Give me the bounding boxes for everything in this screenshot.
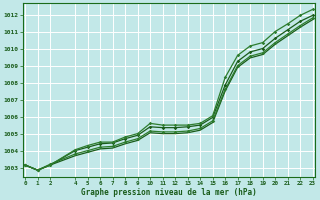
X-axis label: Graphe pression niveau de la mer (hPa): Graphe pression niveau de la mer (hPa) <box>81 188 257 197</box>
